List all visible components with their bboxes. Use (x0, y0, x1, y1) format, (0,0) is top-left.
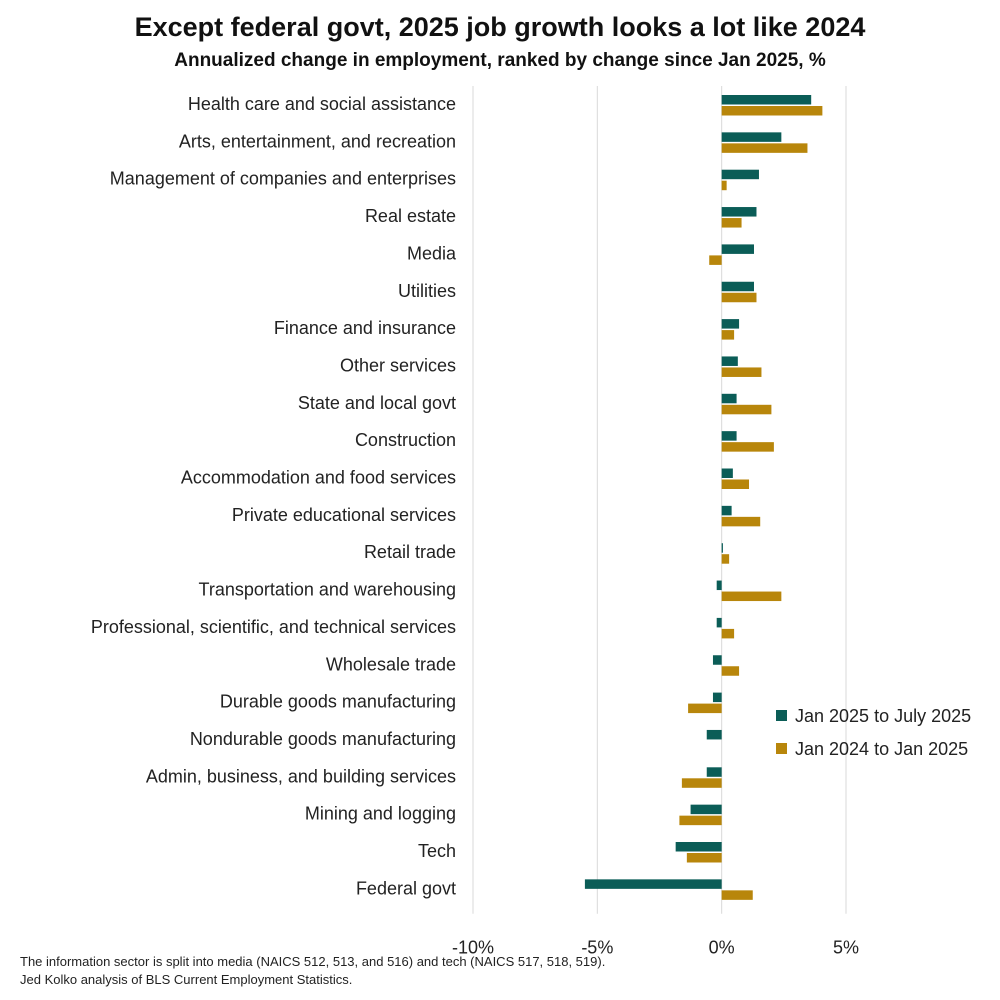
bar-jan2025-jul2025 (706, 767, 722, 777)
bar-jan2025-jul2025 (721, 244, 754, 254)
bar-jan2024-jan2025 (709, 255, 722, 265)
x-tick-label: -5% (581, 938, 613, 958)
bar-jan2025-jul2025 (721, 207, 757, 217)
bar-jan2025-jul2025 (721, 431, 737, 441)
bar-jan2024-jan2025 (721, 143, 808, 153)
bar-jan2024-jan2025 (721, 591, 782, 602)
category-label: Nondurable goods manufacturing (190, 729, 456, 749)
bar-jan2024-jan2025 (721, 479, 750, 489)
category-label: Management of companies and enterprises (110, 169, 456, 189)
legend: Jan 2025 to July 2025 Jan 2024 to Jan 202… (776, 706, 971, 759)
x-tick-label: 5% (833, 938, 859, 958)
bar-jan2024-jan2025 (686, 853, 722, 863)
bar-jan2024-jan2025 (721, 292, 757, 303)
bar-jan2025-jul2025 (721, 468, 733, 478)
category-label: Wholesale trade (326, 654, 456, 674)
bar-jan2024-jan2025 (721, 180, 727, 191)
category-label: Transportation and warehousing (199, 580, 457, 600)
chart-subtitle: Annualized change in employment, ranked … (174, 50, 826, 71)
footnote-line-1: The information sector is split into med… (20, 954, 606, 969)
bar-jan2024-jan2025 (721, 554, 730, 564)
bars-group (584, 95, 823, 900)
category-label: Admin, business, and building services (146, 766, 456, 786)
bar-jan2025-jul2025 (721, 95, 812, 105)
bar-jan2025-jul2025 (716, 617, 722, 628)
footnote: The information sector is split into med… (20, 953, 605, 989)
bar-jan2024-jan2025 (721, 666, 740, 676)
category-label: Private educational services (232, 505, 456, 525)
bar-jan2025-jul2025 (721, 393, 737, 404)
bar-jan2024-jan2025 (721, 404, 772, 415)
chart-title: Except federal govt, 2025 job growth loo… (134, 12, 866, 42)
bar-jan2024-jan2025 (721, 442, 774, 452)
category-label: Health care and social assistance (188, 94, 456, 114)
category-label: Construction (355, 430, 456, 450)
legend-label: Jan 2025 to July 2025 (795, 706, 971, 726)
category-label: Utilities (398, 281, 456, 301)
bar-jan2024-jan2025 (721, 367, 762, 377)
bar-jan2025-jul2025 (721, 505, 732, 516)
bar-jan2025-jul2025 (712, 692, 722, 703)
bar-jan2024-jan2025 (688, 703, 722, 714)
bar-jan2025-jul2025 (716, 580, 722, 591)
category-label: Accommodation and food services (181, 468, 456, 488)
bar-jan2025-jul2025 (721, 356, 738, 366)
legend-label: Jan 2024 to Jan 2025 (795, 739, 968, 759)
bar-jan2024-jan2025 (721, 218, 742, 228)
category-label: Federal govt (356, 878, 456, 898)
category-label: Other services (340, 355, 456, 375)
category-label: Professional, scientific, and technical … (91, 617, 456, 637)
bar-jan2025-jul2025 (721, 169, 759, 180)
bar-jan2024-jan2025 (721, 628, 735, 639)
bar-jan2025-jul2025 (690, 804, 722, 815)
bar-jan2025-jul2025 (712, 655, 722, 665)
category-label: Finance and insurance (274, 318, 456, 338)
x-tick-label: 0% (709, 938, 735, 958)
category-label: Tech (418, 841, 456, 861)
bar-jan2024-jan2025 (721, 516, 761, 527)
bar-jan2024-jan2025 (721, 330, 735, 340)
gridlines (472, 86, 847, 914)
category-label: Durable goods manufacturing (220, 692, 456, 712)
bar-jan2025-jul2025 (721, 319, 740, 329)
category-label: Mining and logging (305, 804, 456, 824)
bar-jan2025-jul2025 (584, 879, 722, 889)
category-label: Arts, entertainment, and recreation (179, 131, 456, 151)
legend-swatch (776, 710, 787, 721)
category-label: Retail trade (364, 542, 456, 562)
bar-jan2025-jul2025 (721, 281, 754, 292)
footnote-line-2: Jed Kolko analysis of BLS Current Employ… (20, 972, 353, 987)
bar-jan2025-jul2025 (706, 729, 722, 740)
category-label: State and local govt (298, 393, 456, 413)
category-label: Media (407, 243, 457, 263)
bar-jan2025-jul2025 (721, 543, 723, 553)
bar-jan2024-jan2025 (681, 778, 722, 788)
x-axis-tick-labels: -10% -5% 0% 5% (452, 938, 859, 958)
bar-jan2024-jan2025 (721, 106, 823, 116)
bar-jan2025-jul2025 (675, 842, 722, 852)
bar-jan2024-jan2025 (679, 815, 722, 826)
legend-swatch (776, 743, 787, 754)
category-label: Real estate (365, 206, 456, 226)
category-labels: Health care and social assistance Arts, e… (91, 94, 457, 898)
bar-jan2024-jan2025 (721, 890, 753, 900)
bar-jan2025-jul2025 (721, 132, 782, 142)
x-tick-label: -10% (452, 938, 494, 958)
